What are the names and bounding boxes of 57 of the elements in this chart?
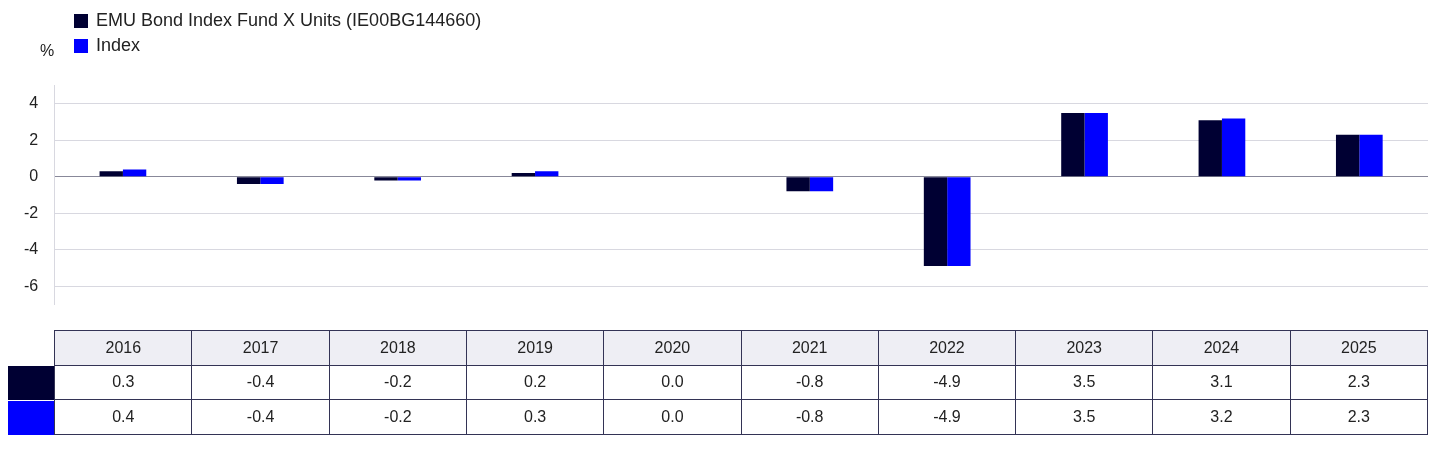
bar bbox=[260, 177, 284, 185]
data-label: 3.5 bbox=[1015, 399, 1153, 435]
bar bbox=[236, 177, 261, 185]
data-label: -0.2 bbox=[329, 365, 467, 400]
bar bbox=[947, 177, 971, 267]
x-tick-label: 2020 bbox=[603, 330, 742, 366]
data-label: 0.4 bbox=[54, 399, 192, 435]
data-label: 3.2 bbox=[1152, 399, 1291, 435]
bar bbox=[1084, 112, 1108, 177]
y-tick-label: 4 bbox=[29, 94, 39, 112]
legend-label: EMU Bond Index Fund X Units (IE00BG144660) bbox=[96, 10, 482, 31]
bar bbox=[122, 169, 147, 177]
bar bbox=[809, 177, 834, 192]
y-tick-label: 2 bbox=[29, 130, 39, 148]
x-tick-label: 2021 bbox=[741, 330, 879, 366]
x-tick-label: 2018 bbox=[329, 330, 467, 366]
data-label: 3.1 bbox=[1152, 365, 1291, 400]
x-tick-label: 2017 bbox=[191, 330, 330, 366]
x-tick-label: 2019 bbox=[466, 330, 604, 366]
data-label: 0.3 bbox=[466, 399, 604, 435]
data-label: 2.3 bbox=[1290, 365, 1428, 400]
data-label: -4.9 bbox=[878, 399, 1016, 435]
bar bbox=[1061, 112, 1085, 177]
data-label: -0.8 bbox=[741, 365, 879, 400]
bar bbox=[535, 171, 559, 177]
data-label: -0.4 bbox=[191, 399, 330, 435]
x-tick-label: 2024 bbox=[1152, 330, 1291, 366]
y-tick-label: -6 bbox=[23, 276, 39, 294]
data-label: -0.8 bbox=[741, 399, 879, 435]
data-label: 3.5 bbox=[1015, 365, 1153, 400]
y-tick-label: 0 bbox=[29, 167, 39, 185]
data-label: 0.0 bbox=[603, 365, 742, 400]
data-label: -0.2 bbox=[329, 399, 467, 435]
legend-label: Index bbox=[96, 35, 141, 56]
y-tick-label: -4 bbox=[23, 240, 39, 258]
data-label: 0.0 bbox=[603, 399, 742, 435]
bar bbox=[374, 177, 398, 181]
x-tick-label: 2023 bbox=[1015, 330, 1153, 366]
x-tick-label: 2016 bbox=[54, 330, 192, 366]
bar bbox=[1359, 134, 1383, 177]
bar bbox=[1335, 134, 1360, 177]
y-tick-label: -2 bbox=[23, 203, 39, 221]
bar bbox=[923, 177, 948, 267]
bar bbox=[511, 173, 536, 177]
data-label: 0.2 bbox=[466, 365, 604, 400]
data-label: -0.4 bbox=[191, 365, 330, 400]
bar bbox=[1198, 120, 1222, 177]
x-tick-label: 2022 bbox=[878, 330, 1016, 366]
data-label: -4.9 bbox=[878, 365, 1016, 400]
bar bbox=[786, 177, 810, 192]
bar bbox=[1221, 118, 1246, 177]
data-label: 0.3 bbox=[54, 365, 192, 400]
bar bbox=[397, 177, 422, 181]
bar bbox=[99, 171, 123, 177]
y-axis-title: % bbox=[40, 42, 55, 60]
x-tick-label: 2025 bbox=[1290, 330, 1428, 366]
data-label: 2.3 bbox=[1290, 399, 1428, 435]
